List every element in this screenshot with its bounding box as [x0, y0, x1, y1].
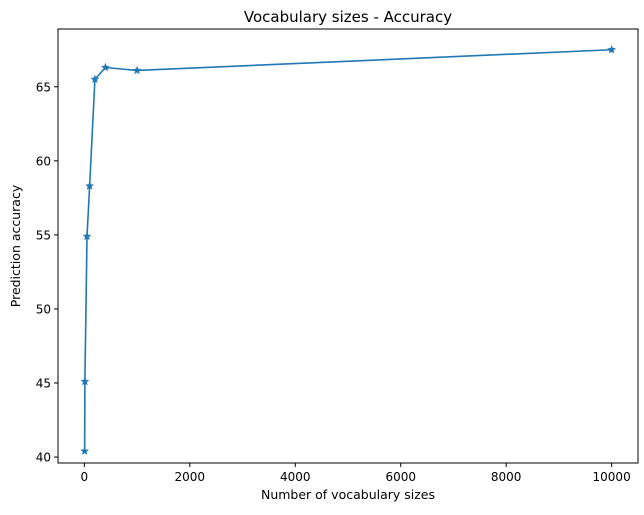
y-tick-label: 55: [36, 228, 51, 242]
data-point-star: [132, 65, 142, 75]
data-point-star: [100, 62, 110, 72]
y-axis-ticks: 40 45 50 55 60 65: [36, 80, 58, 465]
x-axis-ticks: 0 2000 4000 6000 8000 10000: [81, 463, 631, 484]
x-axis-label: Number of vocabulary sizes: [261, 487, 435, 502]
data-point-star: [607, 44, 617, 54]
y-tick-label: 45: [36, 377, 51, 391]
y-tick-label: 50: [36, 302, 51, 316]
data-point-star: [80, 446, 90, 456]
series-line: [83, 48, 612, 452]
x-tick-label: 8000: [491, 470, 522, 484]
y-tick-label: 60: [36, 154, 51, 168]
x-tick-label: 10000: [593, 470, 631, 484]
chart-title: Vocabulary sizes - Accuracy: [244, 8, 452, 26]
data-point-star: [82, 231, 92, 241]
data-point-star: [85, 181, 95, 190]
x-tick-label: 0: [81, 470, 89, 484]
x-tick-label: 6000: [385, 470, 416, 484]
x-tick-label: 4000: [280, 470, 311, 484]
data-point-star: [90, 74, 100, 84]
x-tick-label: 2000: [175, 470, 206, 484]
series-layer: [80, 44, 617, 456]
y-tick-label: 40: [36, 451, 51, 465]
y-tick-label: 65: [36, 80, 51, 94]
data-point-star: [80, 376, 90, 386]
plot-area-frame: [57, 28, 639, 464]
y-axis-label: Prediction accuracy: [8, 184, 23, 307]
